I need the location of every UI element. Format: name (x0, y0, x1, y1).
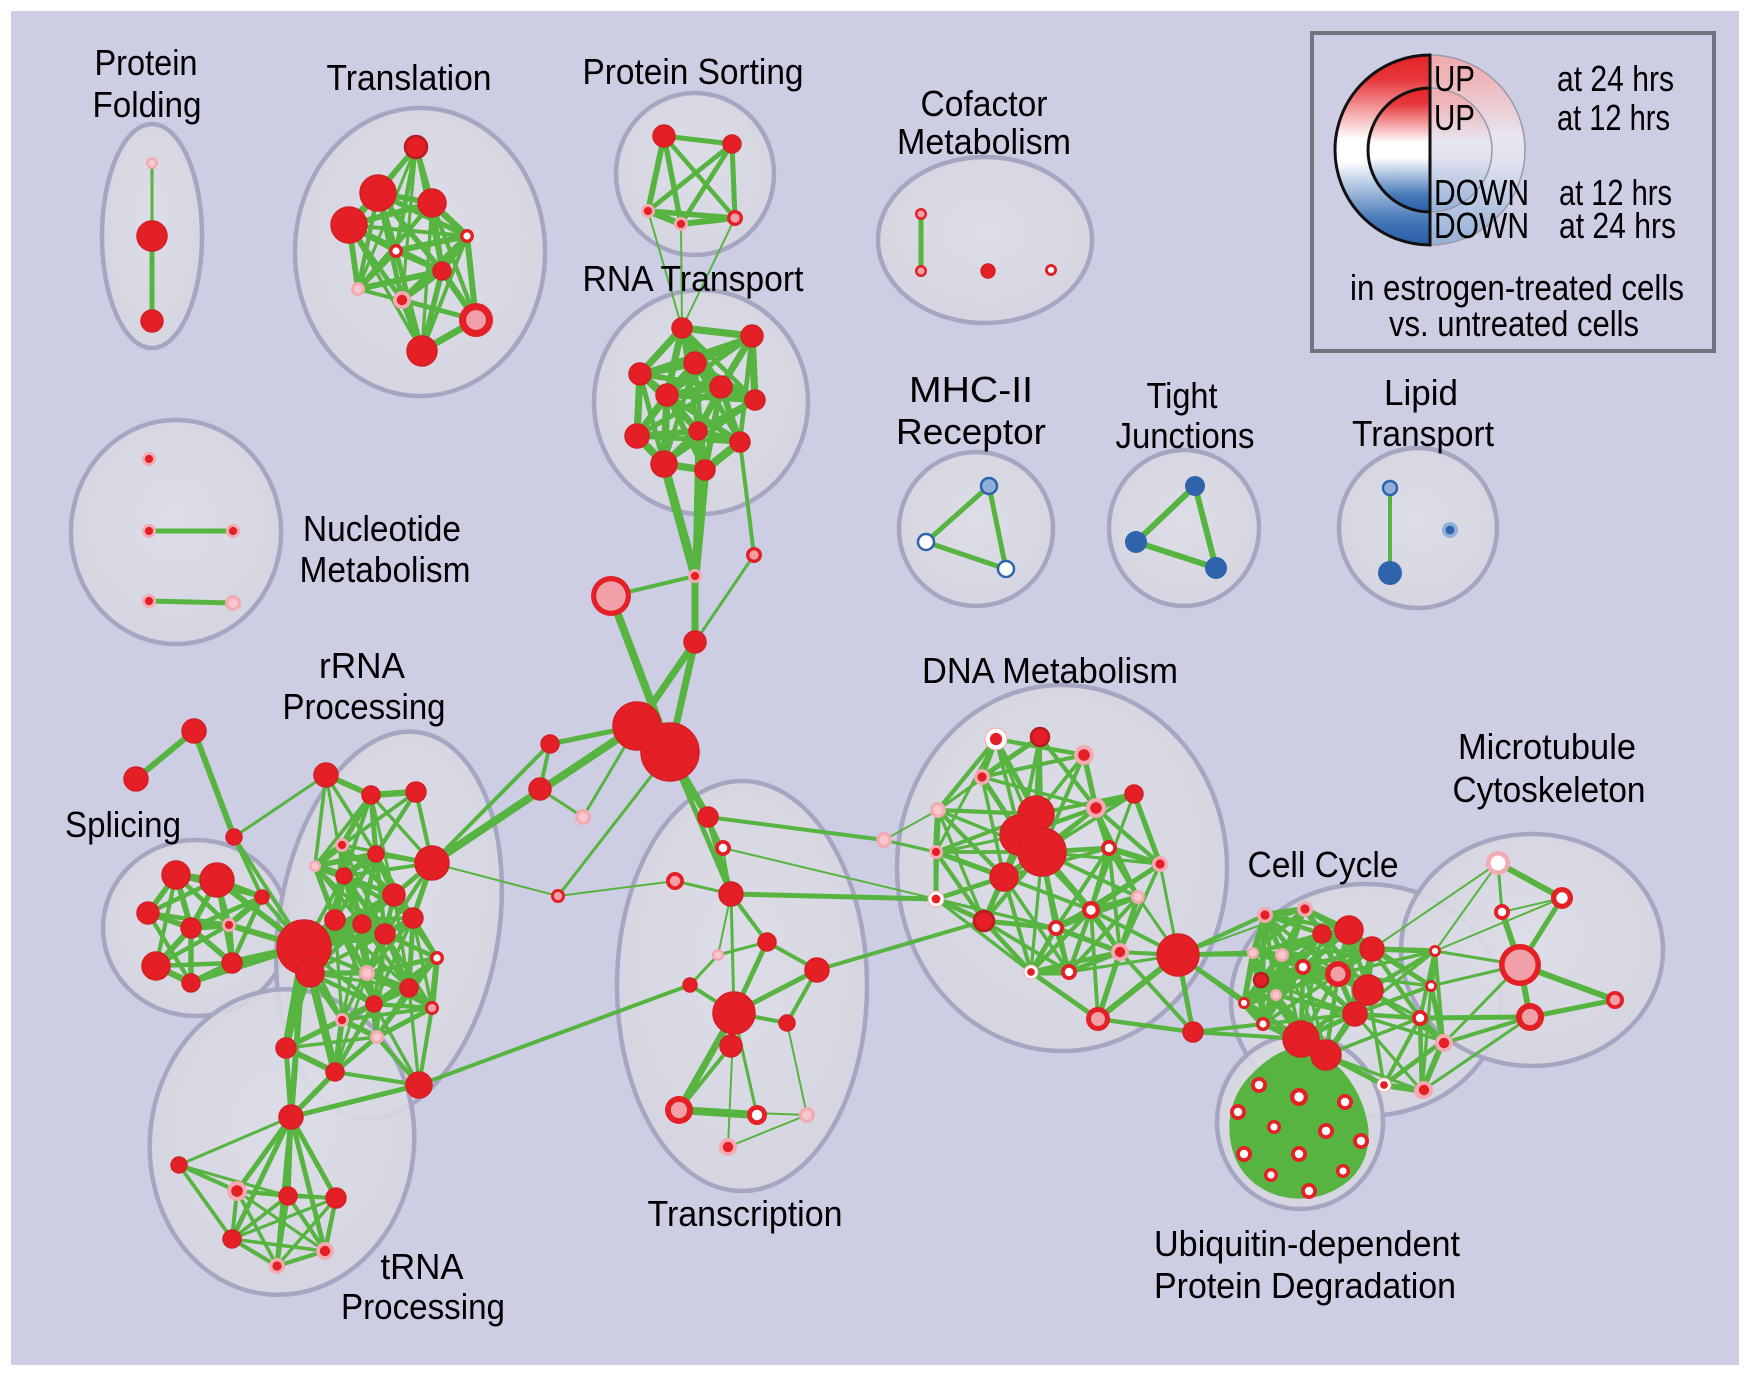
svg-text:DOWN: DOWN (1434, 172, 1529, 213)
svg-text:rRNA: rRNA (319, 645, 405, 686)
svg-text:Junctions: Junctions (1116, 415, 1255, 456)
svg-text:DNA Metabolism: DNA Metabolism (922, 650, 1178, 691)
svg-text:Tight: Tight (1147, 375, 1218, 416)
svg-text:Protein Degradation: Protein Degradation (1154, 1265, 1456, 1306)
svg-text:Cofactor: Cofactor (921, 83, 1048, 124)
svg-text:MHC-II: MHC-II (909, 369, 1033, 410)
svg-text:Receptor: Receptor (896, 411, 1046, 452)
svg-text:Transcription: Transcription (648, 1193, 843, 1234)
svg-text:at 24 hrs: at 24 hrs (1559, 205, 1676, 246)
svg-text:Processing: Processing (341, 1286, 505, 1327)
svg-text:Ubiquitin-dependent: Ubiquitin-dependent (1154, 1223, 1460, 1264)
svg-text:Processing: Processing (283, 686, 446, 727)
svg-text:at 12 hrs: at 12 hrs (1557, 97, 1670, 138)
svg-text:at 24 hrs: at 24 hrs (1557, 58, 1674, 99)
svg-text:Metabolism: Metabolism (300, 549, 471, 590)
svg-text:Microtubule: Microtubule (1458, 726, 1636, 767)
svg-text:Cytoskeleton: Cytoskeleton (1453, 769, 1646, 810)
svg-text:vs. untreated cells: vs. untreated cells (1389, 303, 1639, 344)
svg-text:tRNA: tRNA (381, 1246, 464, 1287)
svg-text:Splicing: Splicing (65, 804, 181, 845)
svg-text:Lipid: Lipid (1384, 372, 1458, 413)
svg-text:Translation: Translation (327, 57, 492, 98)
svg-text:RNA Transport: RNA Transport (583, 258, 804, 299)
svg-text:DOWN: DOWN (1434, 205, 1529, 246)
svg-text:Folding: Folding (93, 84, 202, 125)
svg-text:at 12 hrs: at 12 hrs (1559, 172, 1672, 213)
svg-text:Cell Cycle: Cell Cycle (1248, 844, 1399, 885)
svg-text:UP: UP (1434, 97, 1475, 138)
svg-text:Metabolism: Metabolism (897, 121, 1071, 162)
svg-text:Transport: Transport (1352, 413, 1494, 454)
svg-text:Protein: Protein (95, 42, 198, 83)
svg-text:UP: UP (1434, 58, 1475, 99)
svg-text:in estrogen-treated cells: in estrogen-treated cells (1350, 267, 1684, 308)
svg-text:Protein Sorting: Protein Sorting (583, 51, 804, 92)
svg-text:Nucleotide: Nucleotide (303, 508, 461, 549)
